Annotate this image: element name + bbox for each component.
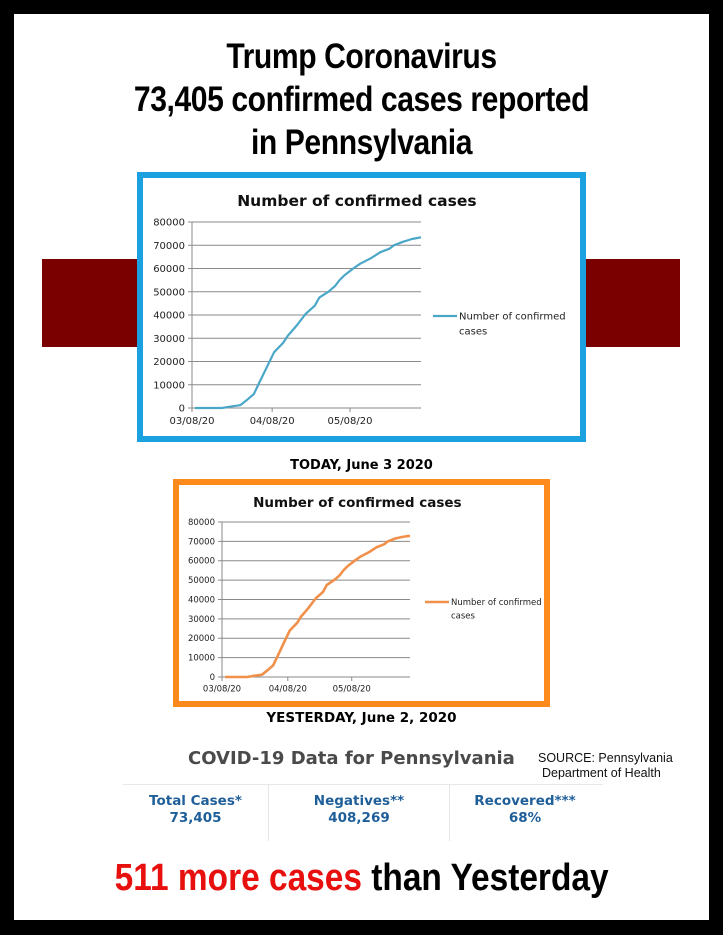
yesterday-caption: YESTERDAY, June 2, 2020 xyxy=(266,710,457,726)
y-tick-label: 40000 xyxy=(153,311,185,322)
y-tick-label: 50000 xyxy=(153,287,185,298)
covid-data-title: COVID-19 Data for Pennsylvania xyxy=(188,748,515,769)
today-chart-svg: Number of confirmed cases 0 10000 20000 3000… xyxy=(153,192,566,427)
headline-line-1: Trump Coronavirus xyxy=(226,37,497,76)
chart-title: Number of confirmed cases xyxy=(253,495,461,511)
y-tick-label: 20000 xyxy=(188,634,215,644)
y-tick-label: 20000 xyxy=(153,357,185,368)
source-line-2: Department of Health xyxy=(542,766,661,780)
x-tick-label: 05/08/20 xyxy=(333,685,371,695)
headline-line-3: in Pennsylvania xyxy=(250,123,473,162)
stat-label: Recovered*** xyxy=(474,793,576,809)
footer-rest: than Yesterday xyxy=(371,857,609,899)
today-chart: Number of confirmed cases 0 10000 20000 3000… xyxy=(137,172,586,442)
stat-value: 73,405 xyxy=(169,810,222,826)
y-tick-label: 30000 xyxy=(188,615,215,625)
x-tick-label: 04/08/20 xyxy=(269,685,307,695)
y-tick-label: 60000 xyxy=(188,557,215,567)
y-tick-label: 30000 xyxy=(153,334,185,345)
stat-label: Negatives** xyxy=(313,793,405,809)
headline-line-2: 73,405 confirmed cases reported xyxy=(133,80,590,119)
yesterday-chart: Number of confirmed cases 0 10000 20000 3000… xyxy=(173,479,550,707)
y-tick-label: 10000 xyxy=(188,654,215,664)
y-tick-label: 40000 xyxy=(188,595,215,605)
legend-label-2: cases xyxy=(459,327,487,338)
x-tick-label: 03/08/20 xyxy=(170,416,215,427)
poster-background xyxy=(14,14,709,920)
x-tick-label: 04/08/20 xyxy=(250,416,295,427)
source-line-1: SOURCE: Pennsylvania xyxy=(538,751,673,765)
series-line xyxy=(225,534,411,679)
yesterday-chart-svg: Number of confirmed cases 0 10000 20000 3000… xyxy=(188,495,542,695)
covid-stats-row: Total Cases* 73,405 Negatives** 408,269 … xyxy=(123,784,603,841)
y-tick-label: 70000 xyxy=(188,537,215,547)
y-tick-label: 0 xyxy=(210,673,215,683)
y-tick-label: 80000 xyxy=(188,518,215,528)
y-tick-label: 70000 xyxy=(153,241,185,252)
y-tick-label: 60000 xyxy=(153,264,185,275)
legend-label-2: cases xyxy=(451,611,476,621)
stat-value: 68% xyxy=(508,810,542,826)
y-tick-label: 0 xyxy=(179,404,185,415)
y-tick-label: 50000 xyxy=(188,576,215,586)
stat-total-cases: Total Cases* 73,405 xyxy=(123,785,269,841)
series-line xyxy=(195,236,422,410)
stat-value: 408,269 xyxy=(328,810,390,826)
x-tick-label: 05/08/20 xyxy=(328,416,373,427)
chart-title: Number of confirmed cases xyxy=(237,192,476,210)
stat-negatives: Negatives** 408,269 xyxy=(269,785,450,841)
footer-banner: 511 more cases than Yesterday xyxy=(0,856,723,900)
source-note: SOURCE: Pennsylvania Department of Healt… xyxy=(538,751,673,781)
legend-label: Number of confirmed xyxy=(451,598,542,608)
footer-highlight: 511 more cases xyxy=(114,857,362,899)
y-tick-label: 10000 xyxy=(153,380,185,391)
stat-label: Total Cases* xyxy=(149,793,242,809)
y-tick-label: 80000 xyxy=(153,218,185,229)
stat-recovered: Recovered*** 68% xyxy=(450,785,600,841)
x-tick-label: 03/08/20 xyxy=(203,685,241,695)
today-caption: TODAY, June 3 2020 xyxy=(290,458,433,473)
legend-label: Number of confirmed xyxy=(459,312,566,323)
